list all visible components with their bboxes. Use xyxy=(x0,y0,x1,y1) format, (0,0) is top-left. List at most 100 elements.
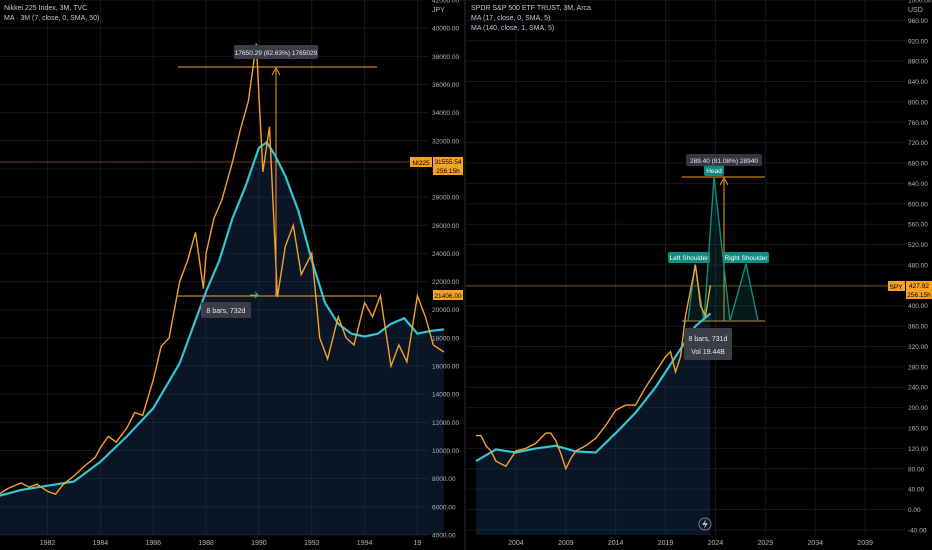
left-level-badge: 21406.00 xyxy=(433,290,463,300)
y-tick-label: 720.00 xyxy=(908,140,928,147)
y-tick-label: 34000.00 xyxy=(432,110,459,117)
right-price-line xyxy=(476,264,712,471)
right-grid xyxy=(466,0,905,535)
right-price-sub: 256.15h xyxy=(907,292,931,299)
y-tick-label: 240.00 xyxy=(908,385,928,392)
label-head: Head xyxy=(704,165,724,176)
y-tick-label: 120.00 xyxy=(908,446,928,453)
y-tick-label: 12000.00 xyxy=(432,420,459,427)
left-price-badge[interactable]: NI225 31555.54 256.15h xyxy=(410,157,463,175)
y-tick-label: 18000.00 xyxy=(432,335,459,342)
right-measure-lines xyxy=(466,176,905,322)
left-symbol-title: Nikkei 225 Index, 3M, TVC xyxy=(4,5,88,12)
y-tick-label: 920.00 xyxy=(908,38,928,45)
y-tick-label: 760.00 xyxy=(908,120,928,127)
x-tick-label: 1992 xyxy=(304,540,320,547)
right-chart-panel[interactable]: -40.00 0.00 40.00 80.00 120.00 160.00 200.00 24… xyxy=(466,0,932,547)
head-text: Head xyxy=(706,168,722,175)
y-tick-label: 42000.00 xyxy=(432,0,459,5)
left-ticker-badge: NI225 xyxy=(412,160,430,167)
right-legend[interactable]: SPDR S&P 500 ETF TRUST, 3M, Arca MA (17,… xyxy=(471,4,591,34)
y-tick-label: 28000.00 xyxy=(432,195,459,202)
y-tick-label: 40000.00 xyxy=(432,26,459,33)
left-legend[interactable]: Nikkei 225 Index, 3M, TVC MA · 3M (7, cl… xyxy=(4,4,99,24)
y-tick-label: 6000.00 xyxy=(432,504,456,511)
x-tick-label: 2009 xyxy=(558,540,574,547)
y-tick-label: 600.00 xyxy=(908,201,928,208)
y-tick-label: 32000.00 xyxy=(432,138,459,145)
x-tick-label: 19 xyxy=(414,540,422,547)
y-tick-label: 800.00 xyxy=(908,99,928,106)
right-ma-area xyxy=(476,313,711,535)
left-currency-label: JPY xyxy=(432,7,445,14)
right-shoulder-text: Right Shoulder xyxy=(725,255,769,262)
left-shoulder-text: Left Shoulder xyxy=(670,255,710,262)
right-measure-bottom-label: 8 bars, 731d Vol 19.44B xyxy=(684,328,732,360)
y-tick-label: 320.00 xyxy=(908,344,928,351)
right-measure-bottom-text-1: 8 bars, 731d xyxy=(689,336,728,343)
y-tick-label: 360.00 xyxy=(908,324,928,331)
label-right-shoulder: Right Shoulder xyxy=(723,252,769,263)
y-tick-label: 16000.00 xyxy=(432,364,459,371)
y-tick-label: 14000.00 xyxy=(432,392,459,399)
y-tick-label: 160.00 xyxy=(908,426,928,433)
y-tick-label: 640.00 xyxy=(908,181,928,188)
left-measure-bottom-label: 8 bars, 732d xyxy=(201,302,251,318)
left-y-axis[interactable]: 4000.00 6000.00 8000.00 10000.00 12000.00 140… xyxy=(432,0,459,540)
y-tick-label: 26000.00 xyxy=(432,223,459,230)
right-x-axis[interactable]: 2004 2009 2014 2019 2024 2029 2034 2039 xyxy=(508,540,873,547)
right-price-value: 427.92 xyxy=(909,283,929,290)
right-measure-top-label: 289.40 (81.08%) 28940 xyxy=(686,154,762,166)
y-tick-label: 40.00 xyxy=(908,487,925,494)
y-tick-label: 10000.00 xyxy=(432,448,459,455)
left-x-axis[interactable]: 1982 1984 1986 1988 1990 1992 1994 19 xyxy=(40,540,422,547)
x-tick-label: 1988 xyxy=(198,540,214,547)
y-tick-label: 840.00 xyxy=(908,79,928,86)
left-price-sub: 256.15h xyxy=(436,168,460,175)
y-tick-label: 24000.00 xyxy=(432,251,459,258)
right-measure-top-text: 289.40 (81.08%) 28940 xyxy=(690,158,758,165)
right-ticker-badge: SPY xyxy=(889,284,903,291)
x-tick-label: 1984 xyxy=(93,540,109,547)
left-measure-top-text: 17650.29 (82.63%) 1765029 xyxy=(235,50,318,57)
y-tick-label: 80.00 xyxy=(908,466,925,473)
right-ma-line xyxy=(475,312,712,463)
x-tick-label: 2024 xyxy=(708,540,724,547)
left-ma-legend: MA · 3M (7, close, 0, SMA, 50) xyxy=(4,15,100,22)
y-tick-label: 280.00 xyxy=(908,364,928,371)
right-currency-label: USD xyxy=(908,7,923,14)
y-tick-label: 400.00 xyxy=(908,303,928,310)
x-tick-label: 2029 xyxy=(758,540,774,547)
right-symbol-title: SPDR S&P 500 ETF TRUST, 3M, Arca xyxy=(471,5,591,12)
x-tick-label: 2014 xyxy=(608,540,624,547)
pattern-outline xyxy=(687,176,759,322)
x-tick-label: 1986 xyxy=(145,540,161,547)
y-tick-label: 4000.00 xyxy=(432,533,456,540)
x-tick-label: 2034 xyxy=(807,540,823,547)
left-horizontal-arrow xyxy=(250,291,259,299)
y-tick-label: 38000.00 xyxy=(432,54,459,61)
left-price-line xyxy=(0,43,445,496)
x-tick-label: 2019 xyxy=(658,540,674,547)
right-price-badge[interactable]: SPY 427.92 256.15h xyxy=(888,281,932,299)
y-tick-label: 0.00 xyxy=(908,507,921,514)
right-measure-arrowhead xyxy=(719,176,729,186)
left-measure-arrowhead xyxy=(271,66,281,76)
y-tick-label: 36000.00 xyxy=(432,82,459,89)
y-tick-label: 480.00 xyxy=(908,262,928,269)
y-tick-label: 8000.00 xyxy=(432,476,456,483)
x-tick-label: 1994 xyxy=(357,540,373,547)
left-measure-top-label: 17650.29 (82.63%) 1765029 xyxy=(234,45,318,59)
y-tick-label: 960.00 xyxy=(908,18,928,25)
head-and-shoulders-pattern[interactable] xyxy=(687,176,759,322)
lightning-icon[interactable] xyxy=(698,517,712,531)
right-ma1-legend: MA (17, close, 0, SMA, 5) xyxy=(471,15,551,22)
y-tick-label: 560.00 xyxy=(908,222,928,229)
left-chart-panel[interactable]: 4000.00 6000.00 8000.00 10000.00 12000.00 140… xyxy=(0,0,463,547)
y-tick-label: 520.00 xyxy=(908,242,928,249)
x-tick-label: 2004 xyxy=(508,540,524,547)
y-tick-label: 22000.00 xyxy=(432,279,459,286)
y-tick-label: 1000.00 xyxy=(908,0,932,5)
x-tick-label: 1982 xyxy=(40,540,56,547)
